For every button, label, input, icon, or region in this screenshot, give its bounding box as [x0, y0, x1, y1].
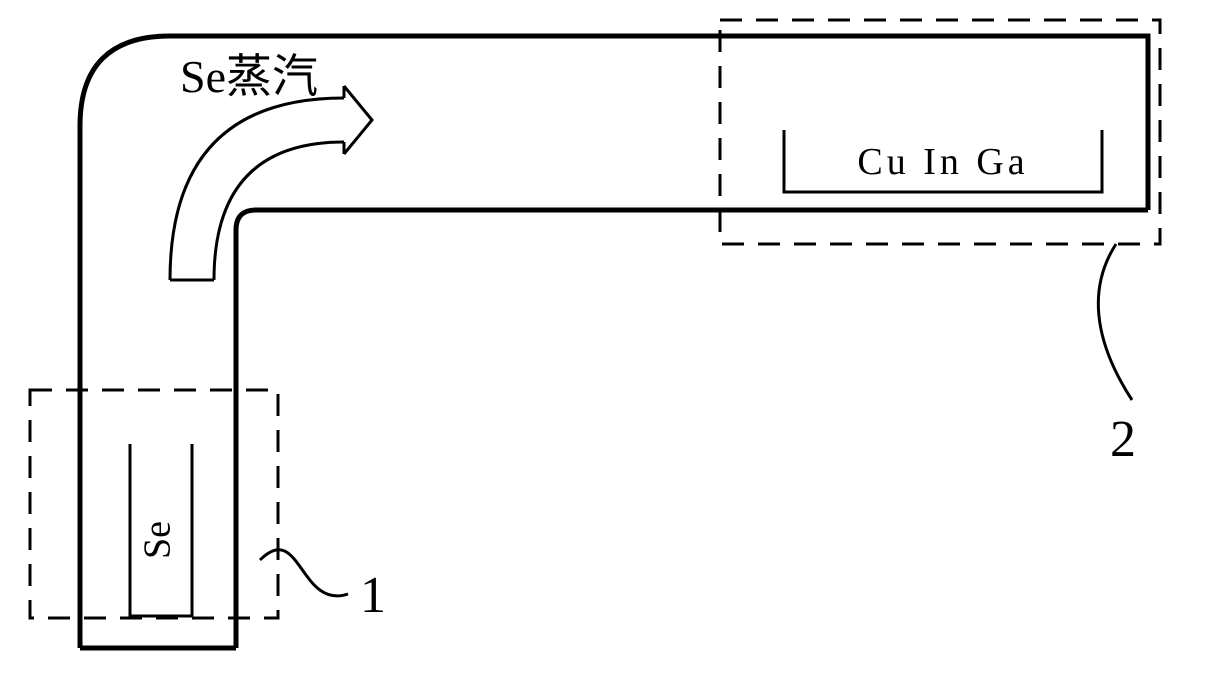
ref-label-1: 1 [360, 567, 386, 624]
label-se: Se [137, 521, 179, 559]
label-cu-in-ga: Cu In Ga [857, 141, 1028, 183]
label-se-vapor: Se蒸汽 [180, 51, 318, 102]
ref-label-2: 2 [1110, 411, 1136, 468]
